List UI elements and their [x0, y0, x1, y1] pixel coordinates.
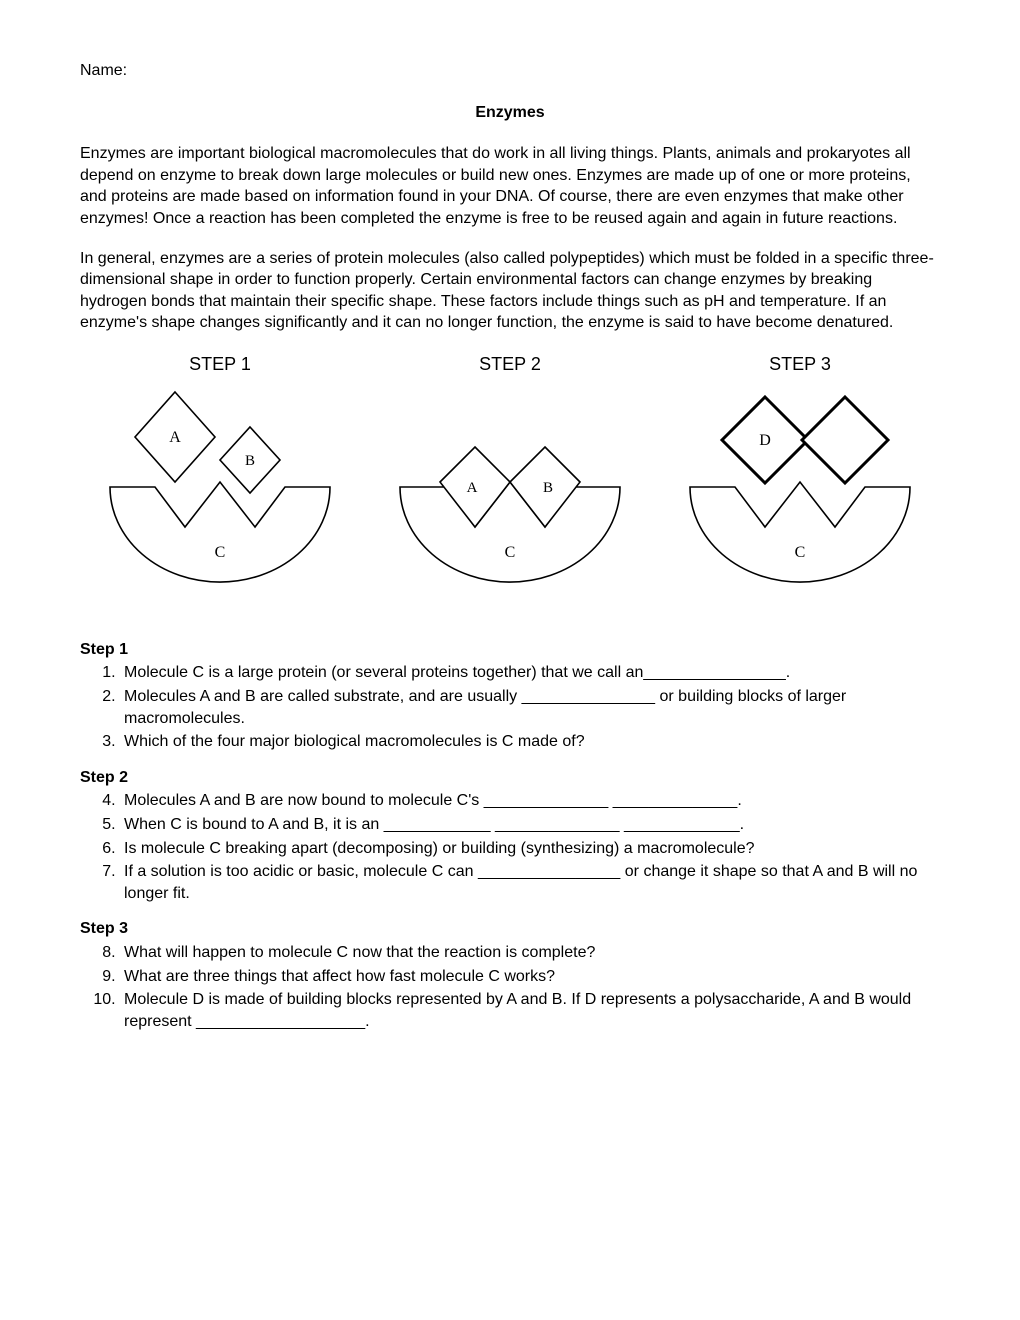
- diagram-step-2: STEP 2 A B C: [370, 352, 650, 619]
- step-3-label: STEP 3: [660, 352, 940, 376]
- name-label: Name:: [80, 60, 940, 82]
- q2: Molecules A and B are called substrate, …: [120, 686, 940, 729]
- label-B2: B: [543, 480, 553, 496]
- label-B: B: [245, 453, 255, 469]
- step1-list: Molecule C is a large protein (or severa…: [120, 662, 940, 752]
- intro-paragraph-1: Enzymes are important biological macromo…: [80, 143, 940, 229]
- q1: Molecule C is a large protein (or severa…: [120, 662, 940, 684]
- step-2-label: STEP 2: [370, 352, 650, 376]
- q6: Is molecule C breaking apart (decomposin…: [120, 838, 940, 860]
- diagram-step-3: STEP 3 D C: [660, 352, 940, 619]
- page-title: Enzymes: [80, 102, 940, 124]
- enzyme-diagram: STEP 1 A B C STEP 2: [80, 352, 940, 619]
- q7: If a solution is too acidic or basic, mo…: [120, 861, 940, 904]
- step3-heading: Step 3: [80, 918, 940, 940]
- q4: Molecules A and B are now bound to molec…: [120, 790, 940, 812]
- q10: Molecule D is made of building blocks re…: [120, 989, 940, 1032]
- step2-heading: Step 2: [80, 767, 940, 789]
- label-D: D: [759, 432, 771, 449]
- step-1-label: STEP 1: [80, 352, 360, 376]
- label-A: A: [169, 429, 181, 446]
- q8: What will happen to molecule C now that …: [120, 942, 940, 964]
- label-C2: C: [505, 544, 516, 561]
- label-A2: A: [467, 480, 478, 496]
- q5: When C is bound to A and B, it is an ___…: [120, 814, 940, 836]
- q9: What are three things that affect how fa…: [120, 966, 940, 988]
- q3: Which of the four major biological macro…: [120, 731, 940, 753]
- intro-paragraph-2: In general, enzymes are a series of prot…: [80, 248, 940, 334]
- label-C3: C: [795, 544, 806, 561]
- label-C: C: [215, 544, 226, 561]
- step2-list: Molecules A and B are now bound to molec…: [120, 790, 940, 904]
- diagram-step-1: STEP 1 A B C: [80, 352, 360, 619]
- step3-list: What will happen to molecule C now that …: [120, 942, 940, 1032]
- step1-heading: Step 1: [80, 639, 940, 661]
